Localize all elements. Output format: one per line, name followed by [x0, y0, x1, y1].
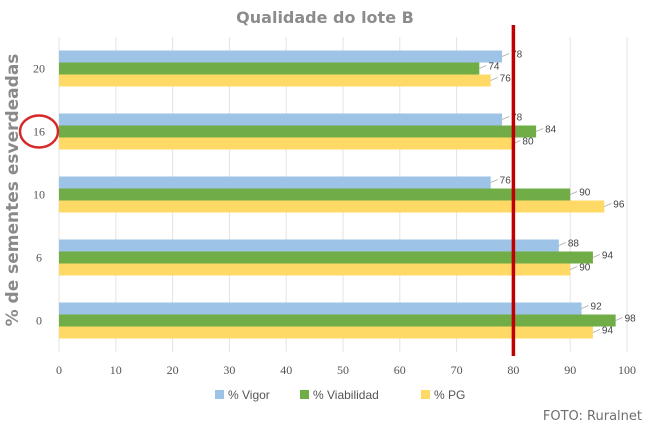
legend-swatch [300, 390, 309, 399]
bar [59, 137, 514, 150]
data-label: 78 [511, 113, 523, 124]
x-tick-label: 40 [280, 363, 292, 377]
highlight-circle [18, 114, 60, 149]
bar [59, 302, 582, 315]
x-tick-label: 80 [507, 363, 519, 377]
bar [59, 314, 616, 327]
data-label-leader [604, 203, 612, 207]
legend-swatch [215, 390, 224, 399]
legend-label: % Viabilidad [313, 388, 379, 402]
legend-swatch [421, 390, 430, 399]
y-tick-label: 6 [36, 251, 42, 265]
bar [59, 200, 605, 213]
bar [59, 176, 491, 189]
data-label: 90 [579, 263, 591, 274]
data-label: 84 [545, 125, 557, 136]
bar [59, 239, 559, 252]
bar [59, 188, 571, 201]
photo-credit: FOTO: Ruralnet [542, 409, 642, 424]
bar [59, 251, 593, 264]
x-tick-label: 100 [618, 363, 636, 377]
chart-title: Qualidade do lote B [236, 8, 414, 27]
data-label: 76 [500, 74, 512, 85]
data-label-leader [479, 65, 487, 69]
x-tick-label: 30 [223, 363, 235, 377]
data-label: 76 [500, 176, 512, 187]
data-label: 96 [613, 200, 625, 211]
data-label: 78 [511, 50, 523, 61]
data-label-leader [570, 266, 578, 270]
data-label-leader [490, 77, 498, 81]
data-label: 98 [625, 314, 637, 325]
data-label: 74 [488, 62, 500, 73]
data-label-leader [501, 53, 510, 57]
data-label-leader [592, 329, 601, 333]
data-label-leader [501, 116, 510, 120]
bar [59, 113, 503, 126]
y-tick-label: 10 [33, 188, 45, 202]
y-tick-label: 20 [33, 62, 45, 76]
x-tick-label: 50 [337, 363, 349, 377]
data-label-leader [592, 254, 601, 258]
x-tick-label: 60 [394, 363, 406, 377]
data-label-leader [558, 242, 566, 246]
x-tick-label: 70 [451, 363, 463, 377]
data-label: 94 [602, 326, 614, 337]
data-label-leader [535, 128, 544, 132]
legend-label: % PG [434, 388, 465, 402]
data-label: 94 [602, 251, 614, 262]
data-label: 92 [591, 302, 603, 313]
bar [59, 50, 503, 63]
bar [59, 263, 571, 276]
x-tick-label: 10 [110, 363, 122, 377]
data-label-leader [581, 305, 589, 309]
y-tick-label: 0 [36, 314, 42, 328]
data-label: 80 [522, 137, 534, 148]
x-tick-label: 0 [56, 363, 62, 377]
bar [59, 125, 537, 138]
bar [59, 326, 593, 339]
data-label: 90 [579, 188, 591, 199]
bar [59, 62, 480, 75]
data-label-leader [490, 179, 498, 183]
x-tick-label: 90 [564, 363, 576, 377]
data-label-leader [615, 317, 623, 321]
data-label-leader [570, 191, 578, 195]
legend-label: % Vigor [228, 388, 270, 402]
y-tick-label: 16 [33, 125, 45, 139]
x-tick-label: 20 [167, 363, 179, 377]
bar [59, 74, 491, 87]
data-label: 88 [568, 239, 580, 250]
